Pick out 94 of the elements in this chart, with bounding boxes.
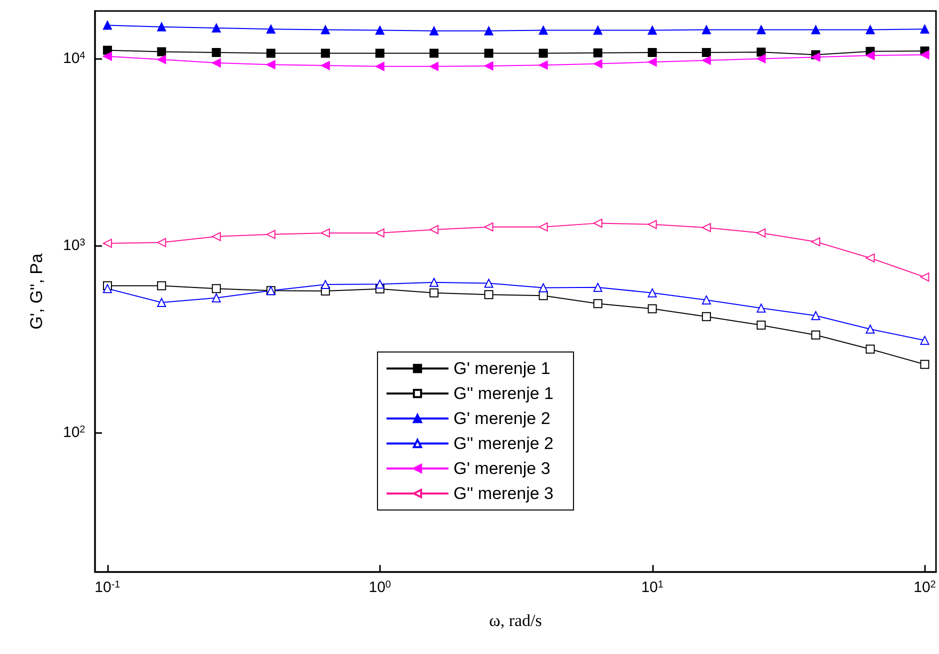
point (756, 228, 766, 238)
point (157, 281, 166, 290)
point (648, 58, 657, 67)
point (320, 25, 330, 34)
point (484, 48, 494, 58)
point (920, 24, 930, 34)
point (593, 26, 602, 35)
point (538, 26, 548, 35)
point (157, 47, 166, 56)
point (811, 52, 820, 62)
point (648, 304, 657, 314)
point (212, 58, 221, 68)
point (593, 59, 602, 68)
y-axis-title: G', G'', Pa (27, 253, 46, 330)
point (702, 56, 711, 65)
point (212, 232, 221, 242)
point (866, 51, 875, 60)
x-axis-title: ω, rad/s (489, 611, 542, 630)
point (756, 320, 766, 330)
point (920, 272, 930, 282)
point (375, 26, 384, 35)
legend-label: G'' merenje 1 (453, 384, 554, 403)
point (430, 225, 439, 234)
point (866, 253, 875, 262)
point (430, 288, 439, 298)
point (756, 54, 766, 64)
point (484, 26, 494, 36)
point (212, 293, 221, 302)
point (484, 278, 494, 288)
point (702, 223, 711, 232)
point (866, 25, 875, 34)
point (266, 48, 276, 58)
point (811, 25, 820, 34)
point (866, 324, 875, 334)
point (538, 222, 548, 232)
point (811, 237, 820, 246)
point (648, 48, 657, 57)
point (593, 218, 602, 228)
point (538, 48, 548, 58)
point (484, 290, 494, 300)
point (648, 288, 657, 298)
point (702, 25, 711, 34)
point (375, 280, 384, 289)
point (484, 222, 494, 232)
point (375, 228, 384, 238)
point (157, 55, 166, 64)
point (756, 25, 766, 34)
point (375, 48, 384, 58)
point (266, 24, 276, 34)
point (430, 26, 439, 36)
point (648, 26, 657, 35)
point (538, 60, 548, 70)
point (102, 238, 112, 248)
point (430, 278, 439, 287)
point (702, 295, 711, 304)
point (702, 312, 711, 322)
point (157, 22, 166, 32)
legend-label: G' merenje 2 (453, 409, 550, 428)
legend-label: G' merenje 1 (453, 359, 550, 378)
point (593, 282, 602, 292)
point (212, 284, 221, 294)
point (102, 52, 112, 61)
point (920, 360, 930, 369)
point (756, 304, 766, 313)
point (702, 48, 711, 57)
point (320, 48, 330, 58)
point (102, 20, 112, 30)
point (266, 60, 276, 70)
point (320, 61, 330, 70)
point (157, 298, 166, 308)
point (266, 230, 276, 239)
point (375, 62, 384, 71)
point (756, 48, 766, 57)
point (811, 311, 820, 320)
point (538, 283, 548, 292)
point (157, 238, 166, 248)
point (484, 61, 494, 70)
point (920, 336, 930, 345)
point (593, 48, 602, 58)
point (102, 284, 112, 294)
point (320, 280, 330, 290)
legend-label: G'' merenje 2 (453, 434, 554, 453)
point (648, 220, 657, 229)
point (430, 48, 439, 58)
legend-label: G' merenje 3 (453, 459, 550, 478)
point (866, 344, 875, 354)
legend-label: G'' merenje 3 (453, 484, 554, 503)
point (430, 62, 439, 71)
point (212, 24, 221, 32)
point (320, 228, 330, 238)
point (212, 48, 221, 57)
point (811, 330, 820, 340)
point (920, 50, 930, 60)
point (593, 299, 602, 308)
